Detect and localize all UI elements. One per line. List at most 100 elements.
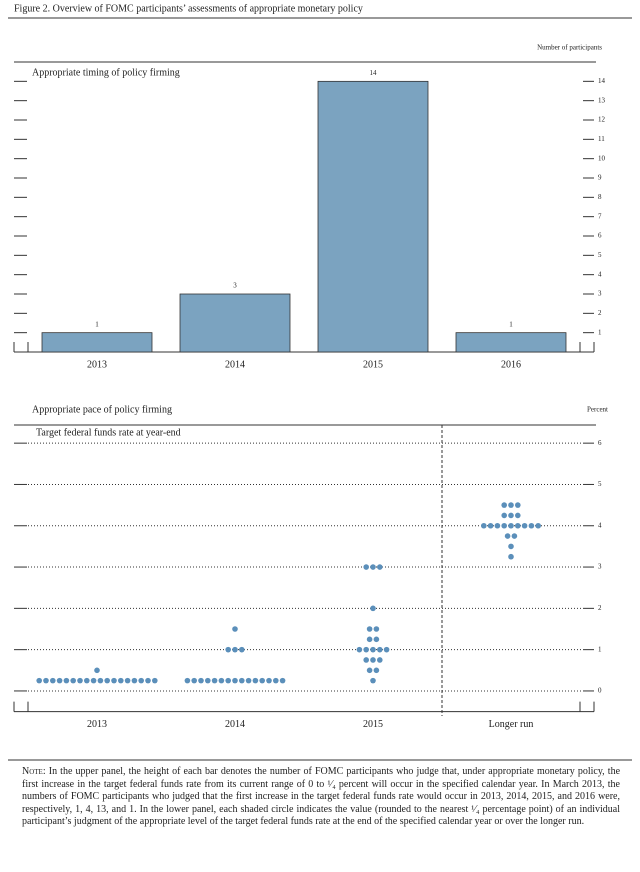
x-tick-label: Longer run — [489, 719, 534, 730]
bar — [179, 293, 291, 353]
dot — [77, 677, 83, 684]
y-tick-label: 7 — [598, 212, 602, 220]
panel-title: Appropriate pace of policy firming — [32, 404, 172, 415]
dot — [36, 677, 42, 684]
dot — [366, 626, 373, 632]
y-tick-label: 6 — [598, 439, 602, 447]
dot — [363, 657, 370, 663]
dot — [370, 677, 376, 684]
dot — [131, 677, 138, 684]
dot — [370, 564, 376, 570]
dot — [43, 677, 49, 684]
dot — [279, 677, 286, 684]
y-tick-label: 1 — [598, 328, 602, 336]
value-label: 1 — [509, 320, 513, 328]
dot — [373, 626, 380, 632]
y-tick-label: 14 — [598, 77, 606, 85]
y-label: Percent — [587, 406, 608, 414]
dot — [370, 646, 376, 653]
y-tick-label: 5 — [598, 480, 602, 488]
dot — [104, 677, 110, 684]
dot — [118, 677, 124, 684]
panel-subtitle: Target federal funds rate at year-end — [36, 427, 181, 438]
y-tick-label: 8 — [598, 193, 602, 201]
dot — [225, 646, 231, 653]
dot — [232, 677, 238, 684]
dot — [511, 533, 518, 539]
dot — [377, 646, 383, 653]
figure-title: Figure 2. Overview of FOMC participants’… — [14, 3, 363, 14]
dot — [239, 646, 245, 653]
dot — [184, 677, 191, 684]
dot — [50, 677, 56, 684]
dot — [205, 677, 211, 684]
dot — [521, 522, 528, 529]
dot — [70, 677, 76, 684]
dot — [501, 502, 508, 508]
dot — [111, 677, 117, 684]
dot — [152, 677, 158, 684]
y-tick-label: 4 — [598, 521, 602, 529]
dot — [225, 677, 231, 684]
note-text: In the upper panel, the height of each b… — [22, 766, 621, 827]
dot — [508, 512, 514, 519]
dot — [377, 657, 383, 663]
dot — [366, 667, 373, 674]
figure: Figure 2. Overview of FOMC participants’… — [8, 3, 632, 761]
x-tick-label: 2015 — [363, 719, 383, 730]
dot — [191, 677, 197, 684]
dot — [370, 605, 376, 612]
y-tick-label: 9 — [598, 174, 602, 182]
dot — [63, 677, 70, 684]
y-tick-label: 11 — [598, 135, 605, 143]
dot — [383, 646, 390, 653]
dot — [373, 636, 380, 643]
y-tick-label: 3 — [598, 563, 602, 571]
dot — [90, 677, 97, 684]
dot — [232, 626, 238, 632]
dot — [528, 522, 535, 529]
dot — [370, 657, 376, 663]
dot — [97, 677, 104, 684]
y-tick-label: 0 — [598, 687, 602, 695]
value-label: 1 — [95, 320, 99, 328]
dot — [508, 553, 514, 560]
x-tick-label: 2015 — [363, 359, 383, 370]
panel-title: Appropriate timing of policy firming — [32, 67, 180, 78]
note: Note: In the upper panel, the height of … — [22, 766, 620, 829]
dot — [515, 512, 521, 519]
y-tick-label: 10 — [598, 154, 606, 162]
dot — [252, 677, 259, 684]
x-tick-label: 2014 — [225, 719, 245, 730]
dot — [363, 646, 370, 653]
x-tick-label: 2016 — [501, 359, 521, 370]
dot — [232, 646, 238, 653]
dot — [259, 677, 266, 684]
dot — [124, 677, 131, 684]
dot — [138, 677, 144, 684]
dot — [508, 502, 514, 508]
note-label: Note: — [22, 766, 46, 777]
y-tick-label: 2 — [598, 309, 602, 317]
dot — [515, 522, 521, 529]
y-tick-label: 2 — [598, 604, 602, 612]
y-label: Number of participants — [537, 44, 602, 52]
value-label: 3 — [233, 282, 237, 290]
x-tick-label: 2013 — [87, 719, 107, 730]
dot — [245, 677, 252, 684]
dot — [145, 677, 151, 684]
bar — [455, 332, 567, 353]
dot — [487, 522, 494, 529]
y-tick-label: 1 — [598, 645, 602, 653]
y-tick-label: 4 — [598, 270, 602, 278]
value-label: 14 — [370, 69, 378, 77]
y-tick-label: 12 — [598, 116, 606, 124]
dot — [515, 502, 521, 508]
y-tick-label: 5 — [598, 251, 602, 259]
y-tick-label: 3 — [598, 290, 602, 298]
dot — [211, 677, 218, 684]
dot — [377, 564, 383, 570]
y-tick-label: 6 — [598, 232, 602, 240]
dot — [494, 522, 501, 529]
